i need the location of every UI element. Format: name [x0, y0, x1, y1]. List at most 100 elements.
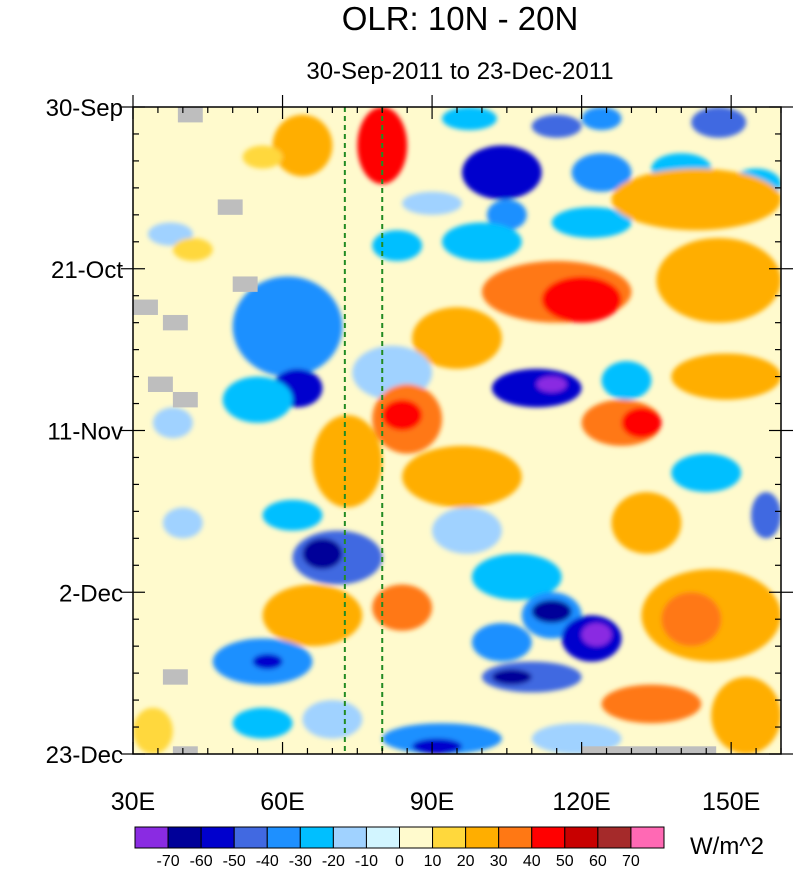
- anomaly-feature: [671, 453, 742, 493]
- anomaly-feature: [486, 199, 527, 231]
- colorbar-label: 10: [424, 853, 442, 869]
- anomaly-feature: [222, 376, 293, 423]
- colorbar: -70 -60 -50 -40 -30 -20 -10 0 10 20 30 40 50 60 70: [134, 826, 665, 869]
- missing-data-patch: [217, 199, 243, 215]
- anomaly-feature: [601, 361, 652, 400]
- anomaly-feature: [611, 492, 682, 554]
- anomaly-feature: [382, 399, 423, 431]
- anomaly-feature: [691, 107, 747, 138]
- colorbar-label: 20: [457, 853, 475, 869]
- x-axis-ticks: 30E 60E 90E 120E 150E: [111, 95, 782, 816]
- colorbar-label: -60: [190, 853, 213, 869]
- anomaly-feature: [531, 723, 622, 754]
- missing-data-patch: [177, 107, 203, 123]
- x-tick-label: 60E: [260, 788, 304, 816]
- missing-data-patch: [133, 299, 158, 315]
- anomaly-feature: [751, 492, 781, 539]
- colorbar-swatch: [564, 826, 599, 849]
- anomaly-feature: [536, 376, 567, 392]
- anomaly-feature: [531, 114, 582, 138]
- anomaly-feature: [302, 538, 343, 570]
- colorbar-label: -10: [355, 853, 378, 869]
- colorbar-label: 60: [589, 853, 607, 869]
- anomaly-feature: [412, 307, 502, 369]
- anomaly-feature: [312, 415, 383, 508]
- anomaly-feature: [147, 222, 193, 246]
- anomaly-feature: [302, 700, 363, 739]
- anomaly-feature: [402, 445, 522, 508]
- anomaly-feature: [232, 276, 343, 377]
- anomaly-feature: [601, 684, 702, 724]
- anomaly-feature: [262, 584, 363, 647]
- anomaly-feature: [611, 168, 781, 231]
- colorbar-swatch: [266, 826, 301, 849]
- colorbar-label: 40: [523, 853, 541, 869]
- colorbar-swatch: [432, 826, 467, 849]
- anomaly-feature: [172, 237, 213, 262]
- anomaly-feature: [162, 507, 203, 539]
- colorbar-swatch: [399, 826, 434, 849]
- colorbar-swatch: [597, 826, 632, 849]
- missing-data-patch: [147, 376, 173, 392]
- colorbar-swatch: [531, 826, 566, 849]
- y-axis-ticks: 30-Sep 21-Oct 11-Nov 2-Dec 23-Dec: [46, 95, 793, 769]
- colorbar-swatch: [200, 826, 235, 849]
- y-tick-label: 23-Dec: [46, 742, 123, 769]
- colorbar-swatch: [233, 826, 268, 849]
- anomaly-feature: [402, 191, 462, 215]
- colorbar-swatch: [134, 826, 169, 849]
- plot-area: [133, 107, 781, 754]
- colorbar-swatch: [465, 826, 500, 849]
- anomaly-feature: [581, 107, 622, 131]
- chart-title: OLR: 10N - 20N: [342, 0, 579, 37]
- x-tick-label: 150E: [702, 788, 760, 816]
- y-tick-label: 30-Sep: [46, 95, 123, 122]
- colorbar-label: -70: [157, 853, 180, 869]
- anomaly-feature: [442, 222, 522, 262]
- colorbar-swatch: [498, 826, 533, 849]
- colorbar-units: W/m^2: [690, 833, 764, 860]
- anomaly-feature: [711, 676, 781, 754]
- x-tick-label: 120E: [552, 788, 610, 816]
- colorbar-swatch: [630, 826, 665, 849]
- anomaly-feature: [372, 584, 433, 631]
- y-tick-label: 21-Oct: [51, 257, 123, 284]
- missing-data-patch: [581, 746, 717, 754]
- anomaly-feature: [621, 407, 662, 439]
- x-tick-label: 30E: [111, 788, 155, 816]
- missing-data-patch: [162, 669, 188, 685]
- colorbar-label: 50: [556, 853, 574, 869]
- anomaly-feature: [471, 553, 562, 600]
- missing-data-patches: [133, 107, 717, 754]
- missing-data-patch: [162, 314, 188, 331]
- anomaly-feature: [531, 599, 572, 624]
- anomaly-feature: [412, 738, 462, 754]
- anomaly-feature: [242, 145, 283, 169]
- anomaly-feature: [133, 707, 173, 754]
- anomaly-feature: [262, 499, 323, 531]
- anomaly-feature: [571, 153, 632, 192]
- colorbar-swatch: [299, 826, 334, 849]
- anomaly-feature: [461, 145, 542, 200]
- anomaly-feature: [661, 592, 722, 647]
- colorbar-label: 0: [395, 853, 404, 869]
- anomaly-feature: [442, 107, 497, 131]
- colorbar-label: -30: [289, 853, 312, 869]
- anomaly-feature: [432, 507, 502, 554]
- missing-data-patch: [172, 746, 198, 754]
- y-tick-label: 2-Dec: [59, 580, 123, 607]
- colorbar-swatch: [167, 826, 202, 849]
- missing-data-patch: [172, 391, 198, 408]
- anomaly-feature: [471, 623, 532, 662]
- anomaly-feature: [272, 114, 333, 177]
- y-tick-label: 11-Nov: [47, 419, 123, 446]
- x-tick-label: 90E: [410, 788, 454, 816]
- anomaly-features: [133, 107, 781, 754]
- colorbar-swatch: [365, 826, 400, 849]
- anomaly-feature: [152, 407, 193, 439]
- anomaly-feature: [232, 707, 293, 739]
- colorbar-label: -50: [223, 853, 246, 869]
- chart-subtitle: 30-Sep-2011 to 23-Dec-2011: [306, 58, 613, 85]
- anomaly-feature: [551, 207, 632, 238]
